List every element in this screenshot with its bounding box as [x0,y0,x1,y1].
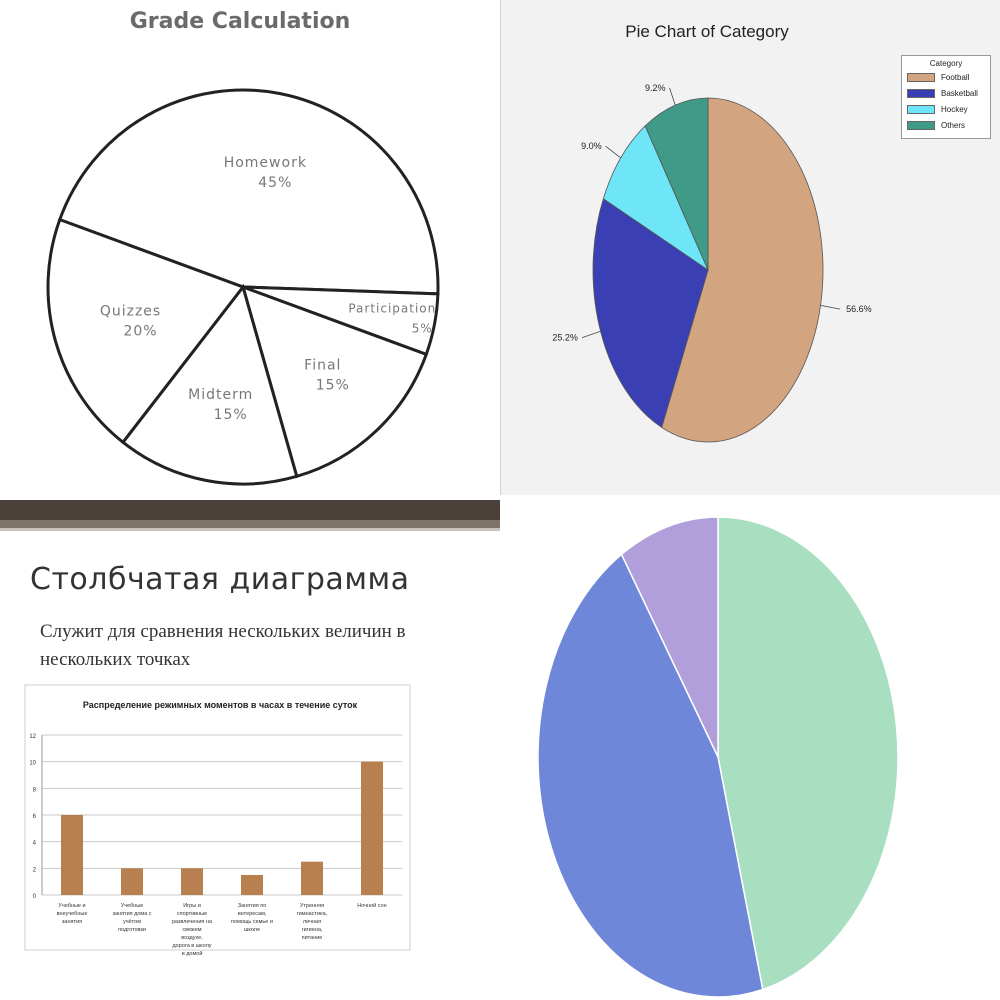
bar-chart-frame [24,684,411,951]
pie-slice [240,284,429,479]
pie-slice [537,553,764,998]
plain-pie-panel [500,500,1000,1000]
legend-swatch [907,73,935,83]
legend-swatch [907,105,935,115]
legend-title: Category [929,59,963,68]
pie-slice-label: 56.6% [846,304,872,314]
legend-label: Others [941,121,966,130]
category-pie-panel: Pie Chart of Category 56.6% 25.2% 9.0% 9.2%… [500,0,1000,495]
pie-slice [717,516,899,991]
plain-pie-svg [537,516,899,998]
legend-swatch [907,89,935,99]
y-tick-label: 0 [33,894,37,900]
grade-slice-percent: 45% [258,175,292,191]
legend-swatch [907,121,935,131]
y-tick-label: 2 [33,867,37,873]
grade-slice-percent: 15% [316,377,350,393]
pie-slice [644,97,709,271]
pie-slice-label: 9.0% [581,141,602,151]
y-tick-label: 12 [29,734,36,740]
y-tick-label: 6 [33,814,37,820]
pie-slice [620,516,719,758]
category-legend: Category Football Basketball Hockey Othe… [901,55,991,139]
bar [301,861,323,895]
bar-chart-title: Распределение режимных моментов в часах … [82,700,358,710]
pie-slice [57,88,440,296]
pie-leader-line [820,305,841,310]
pie-slice [592,198,709,429]
slide-decoration-svg: 0 2 4 6 8 10 12 Учебные и внеучебные занятия Учеб… [0,500,500,957]
legend-item-football: Football [907,72,969,83]
grade-slice-percent: 5% [412,321,433,335]
y-tick-label: 8 [33,787,37,793]
bar [61,815,83,895]
bar [121,868,143,895]
x-tick-label: Занятия по интересам, помощь семье и школе [231,903,273,933]
pie-slice [120,283,299,486]
legend-label: Football [941,73,970,82]
pie-slice-label: 25.2% [552,333,578,343]
legend-item-basketball: Basketball [907,88,978,99]
slide-heading: Столбчатая диаграмма [30,562,410,597]
slide-subheading: Служит для сравнения нескольких величин … [40,621,406,670]
y-tick-label: 10 [29,761,36,767]
x-tick-label: Ночной сон [357,902,386,909]
pie-leader-line [669,87,676,106]
bar [361,761,383,895]
legend-label: Basketball [941,89,978,98]
grade-slice-name: Quizzes [100,304,161,320]
pie-slice-label: 9.2% [645,83,666,93]
x-tick-label: Утренняя гимнастика, личная гигиена, питание [297,903,328,941]
grade-slice-name: Final [304,357,341,373]
slide-top-band [0,500,500,520]
legend-item-hockey: Hockey [907,104,968,115]
category-chart-title: Pie Chart of Category [625,22,789,41]
pie-slice [46,217,246,445]
category-pie-svg: Pie Chart of Category 56.6% 25.2% 9.0% 9.2% [552,22,872,443]
bar [241,875,263,895]
grade-slice-percent: 15% [214,407,248,423]
grade-slice-name: Midterm [188,387,253,403]
bar [181,868,203,895]
grade-slice-name: Participation [348,301,436,315]
x-tick-label: Учебные занятия дома с учётом подготовки [112,903,151,933]
bar-chart-slide-panel: 0 2 4 6 8 10 12 Учебные и внеучебные занятия Учеб… [0,500,500,1000]
x-tick-label: Игры и спортивные развлечения на свежем возд… [172,903,213,957]
x-tick-label: Учебные и внеучебные занятия [57,903,88,925]
slide-top-band-edge [0,528,500,531]
grade-calculation-panel: Grade Calculation Homework 45% Participati… [0,0,500,500]
grade-slice-percent: 20% [123,324,157,340]
pie-leader-line [581,330,601,339]
y-tick-label: 4 [33,841,37,847]
legend-label: Hockey [941,105,968,114]
grade-pie-svg: Grade Calculation Homework 45% Participati… [46,9,440,486]
grade-chart-title: Grade Calculation [130,9,351,34]
slide-top-band-shadow [0,520,500,528]
pie-slice [602,125,709,272]
legend-item-others: Others [907,120,965,131]
pie-leader-line [605,145,622,159]
grade-slice-name: Homework [224,155,307,171]
